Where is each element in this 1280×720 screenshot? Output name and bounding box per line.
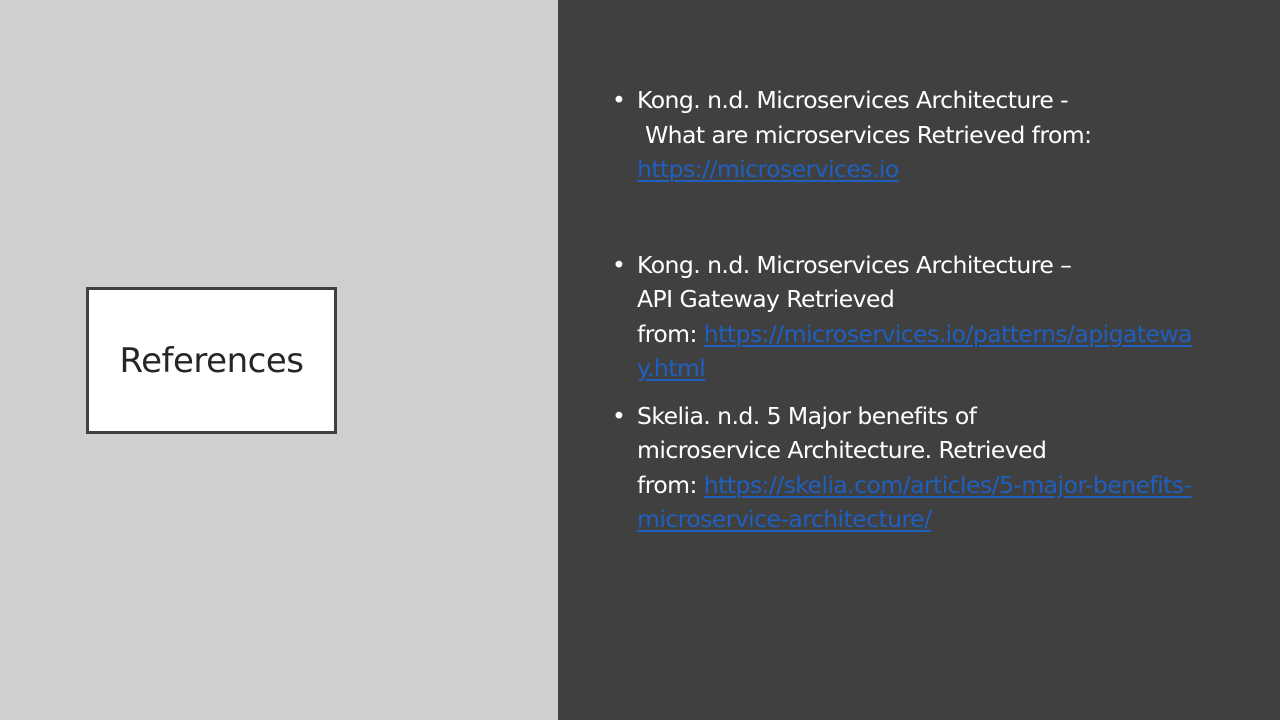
reference-link[interactable]: https://microservices.io/patterns/apigat… [637,319,1192,383]
reference-link[interactable]: https://microservices.io [637,155,899,183]
reference-text-line: Kong. n.d. Microservices Architecture - [637,86,1069,114]
right-panel [558,0,1280,720]
reference-item: • Kong. n.d. Microservices Architecture … [610,83,1200,187]
reference-text-line: What are microservices Retrieved from: [645,120,1092,149]
reference-text-line: microservice Architecture. Retrieved [637,436,1047,464]
left-panel: References [0,0,558,720]
reference-text-line: Kong. n.d. Microservices Architecture – [637,250,1072,279]
reference-prefix: from: [637,470,704,499]
reference-text-line: API Gateway Retrieved [637,285,895,313]
slide-title: References [119,340,304,381]
reference-item: • Kong. n.d. Microservices Architecture … [610,248,1200,386]
bullet-icon: • [612,250,626,279]
bullet-icon: • [612,86,626,114]
reference-link[interactable]: https://skelia.com/articles/5-major-bene… [637,470,1192,534]
title-box: References [86,287,337,434]
reference-prefix: from: [637,319,704,348]
reference-text-line: Skelia. n.d. 5 Major benefits of [637,401,977,430]
reference-item: • Skelia. n.d. 5 Major benefits of micro… [610,399,1200,537]
bullet-icon: • [612,401,626,430]
reference-list: • Kong. n.d. Microservices Architecture … [610,83,1200,537]
